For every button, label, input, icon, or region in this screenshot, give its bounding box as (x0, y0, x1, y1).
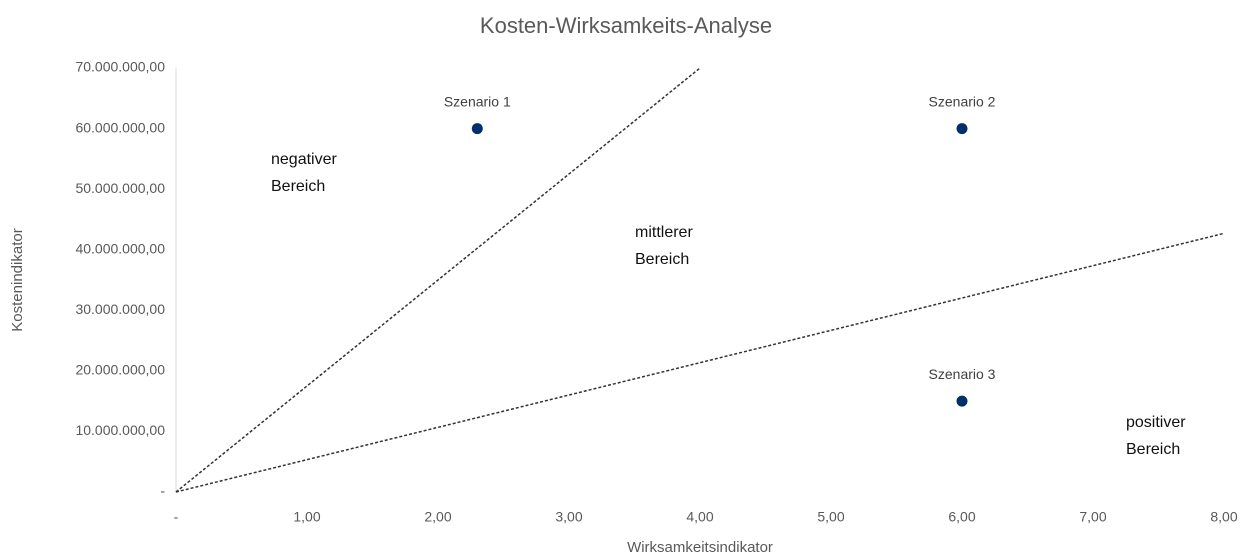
reference-line (175, 232, 1225, 493)
point-label: Szenario 2 (929, 93, 996, 109)
x-tick-label: 8,00 (1210, 509, 1237, 525)
y-tick-label: 10.000.000,00 (75, 422, 165, 438)
point-label: Szenario 1 (444, 93, 511, 109)
region-label: negativer (271, 151, 337, 168)
reference-line (175, 67, 701, 493)
x-tick-label: - (174, 509, 179, 525)
point (956, 395, 968, 407)
x-axis-title: Wirksamkeitsindikator (627, 539, 773, 556)
region-label: mittlerer (635, 224, 693, 241)
region-label: positiver (1126, 414, 1186, 431)
region-label: Bereich (271, 178, 325, 195)
y-tick-label: 50.000.000,00 (75, 180, 165, 196)
y-tick-label: 40.000.000,00 (75, 240, 165, 256)
point-label: Szenario 3 (929, 366, 996, 382)
x-tick-label: 4,00 (686, 509, 713, 525)
y-tick-label: 20.000.000,00 (75, 362, 165, 378)
y-tick-label: - (160, 483, 165, 499)
x-tick-label: 1,00 (293, 509, 320, 525)
y-tick-label: 70.000.000,00 (75, 59, 165, 75)
x-tick-label: 6,00 (948, 509, 975, 525)
x-tick-label: 7,00 (1079, 509, 1106, 525)
region-label: Bereich (635, 251, 689, 268)
x-tick-label: 3,00 (555, 509, 582, 525)
y-tick-label: 60.000.000,00 (75, 119, 165, 135)
point (956, 123, 968, 135)
y-tick-label: 30.000.000,00 (75, 301, 165, 317)
point (471, 123, 483, 135)
x-tick-label: 5,00 (817, 509, 844, 525)
chart-title: Kosten-Wirksamkeits-Analyse (480, 13, 772, 38)
region-label: Bereich (1126, 441, 1180, 458)
x-tick-label: 2,00 (424, 509, 451, 525)
y-axis-title: Kostenindikator (9, 228, 26, 331)
